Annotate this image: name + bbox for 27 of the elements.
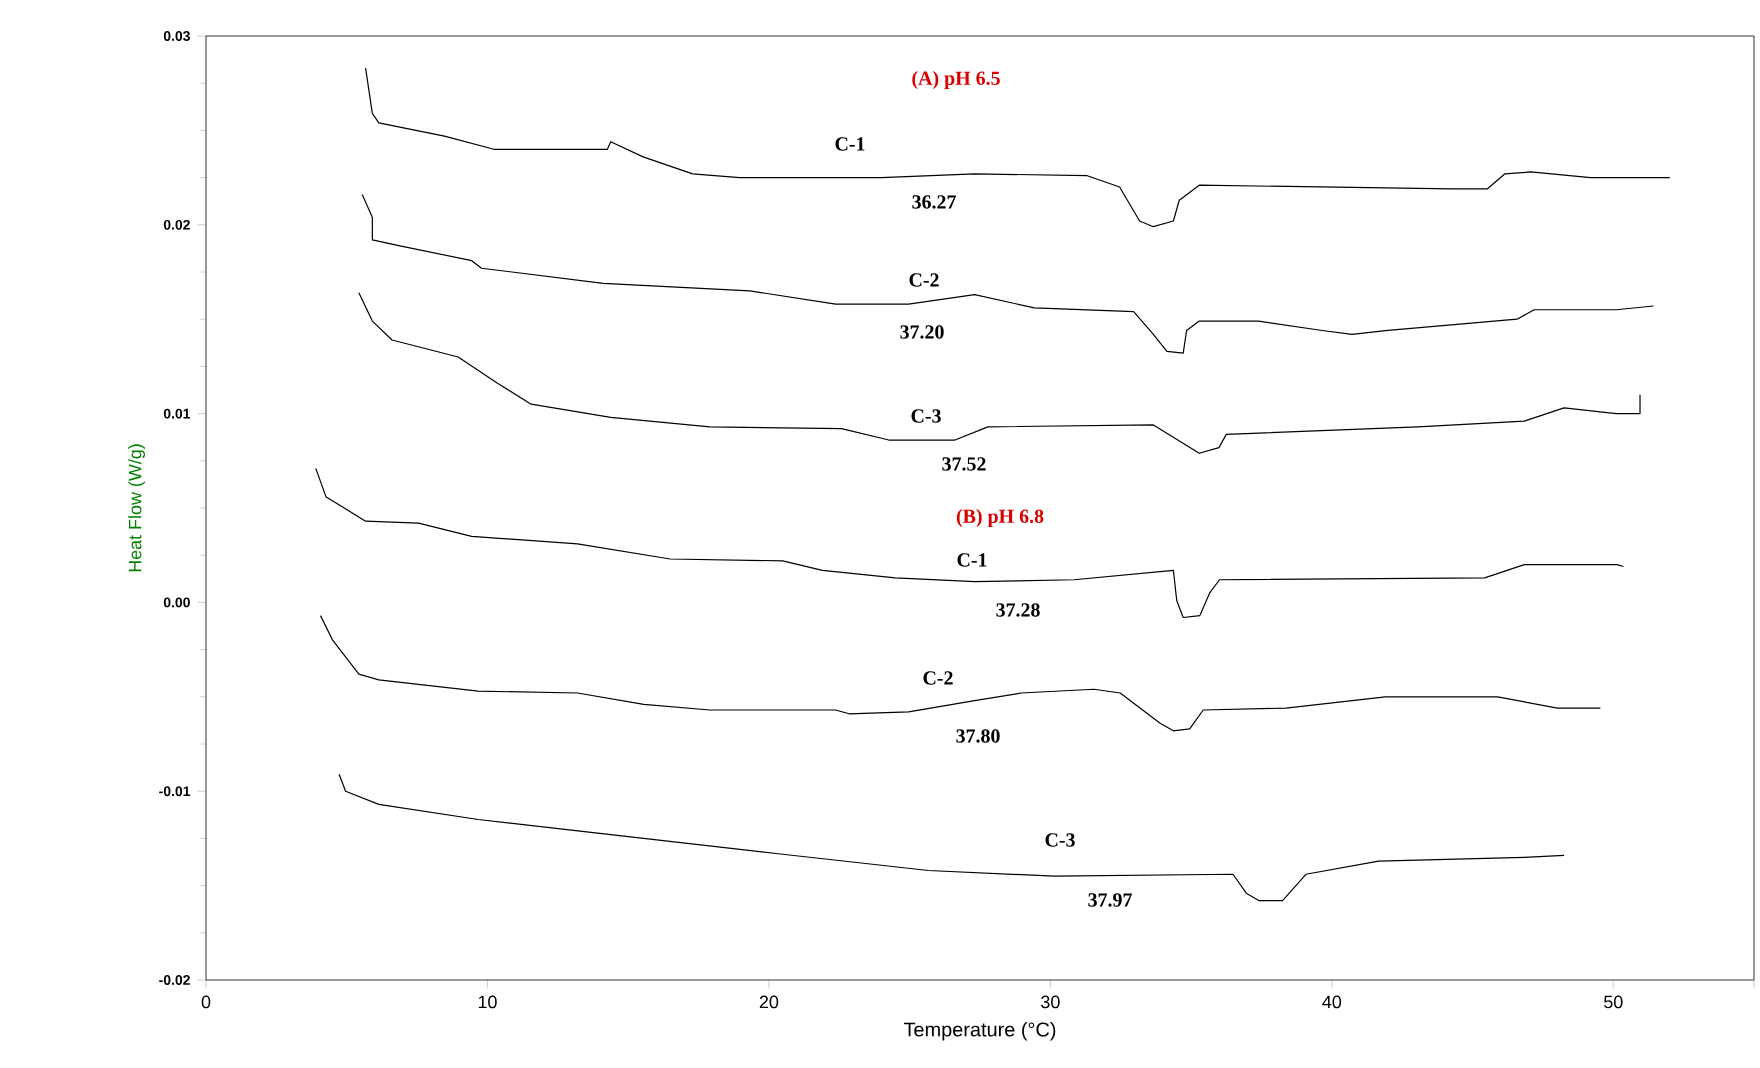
x-tick-label: 30 — [1041, 995, 1060, 1009]
annotation: C-2 — [923, 671, 953, 685]
line-series — [315, 467, 1625, 619]
x-tick-label: 0 — [201, 995, 211, 1009]
line-series — [319, 615, 1601, 732]
annotation: C-1 — [835, 137, 865, 151]
annotation: C-3 — [911, 409, 941, 423]
annotation: 37.28 — [996, 603, 1040, 617]
annotation: (A) pH 6.5 — [912, 70, 1000, 90]
annotation: (B) pH 6.8 — [956, 508, 1044, 528]
annotation: 37.52 — [942, 457, 986, 471]
line-series — [361, 193, 1655, 354]
x-tick-label: 40 — [1322, 995, 1342, 1009]
y-axis-title: Heat Flow (W/g) — [128, 444, 145, 572]
annotation: C-2 — [909, 273, 939, 287]
annotation: C-1 — [957, 553, 987, 567]
x-tick-label: 20 — [759, 995, 779, 1009]
line-series — [358, 292, 1641, 454]
x-axis-title: Temperature (°C) — [903, 1021, 1056, 1041]
x-tick-label: 50 — [1604, 995, 1623, 1009]
x-tick-label: 10 — [478, 995, 497, 1009]
annotation: 37.80 — [956, 729, 1000, 743]
annotation: 36.27 — [912, 195, 956, 209]
annotation: C-3 — [1045, 833, 1075, 847]
line-series — [364, 67, 1671, 228]
annotation: 37.20 — [900, 325, 944, 339]
annotation: 37.97 — [1088, 893, 1132, 907]
